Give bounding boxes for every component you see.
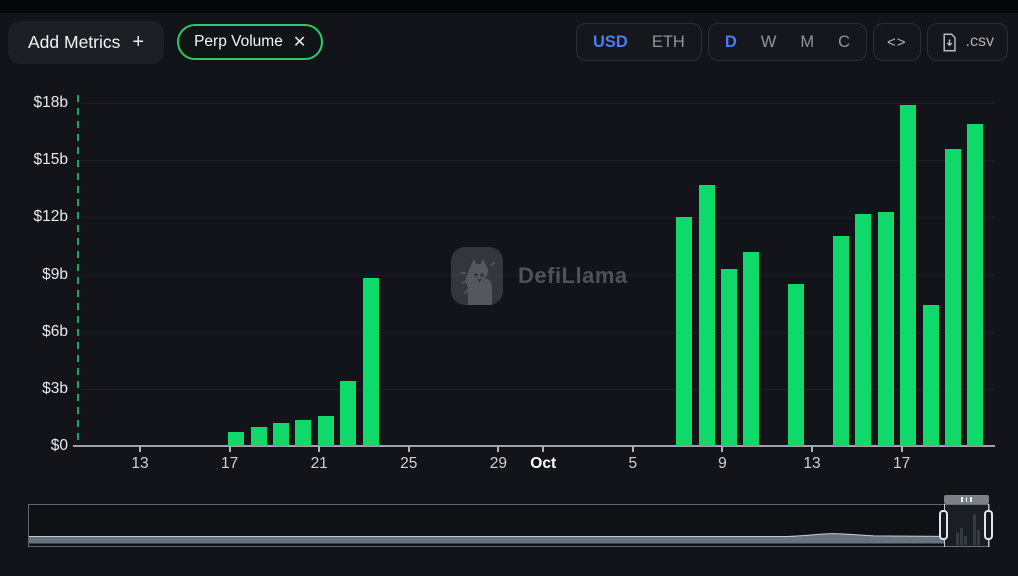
interval-day-button[interactable]: D bbox=[713, 24, 749, 60]
x-axis-label: 17 bbox=[892, 455, 911, 472]
x-axis-tick bbox=[407, 446, 410, 452]
bar-oct-14[interactable] bbox=[832, 236, 849, 446]
slider-data-shadow bbox=[29, 533, 945, 544]
x-axis-tick bbox=[228, 446, 231, 452]
x-axis-label: 9 bbox=[718, 455, 727, 472]
file-download-icon bbox=[941, 33, 958, 52]
interval-toggle: D W M C bbox=[707, 23, 868, 61]
bar-oct-9[interactable] bbox=[720, 268, 737, 446]
gridline bbox=[78, 274, 995, 276]
slider-right-handle[interactable] bbox=[984, 510, 993, 540]
add-metrics-button[interactable]: Add Metrics + bbox=[8, 20, 165, 64]
bar-oct-18[interactable] bbox=[922, 304, 939, 446]
slider-shadow-spike bbox=[960, 528, 963, 545]
y-axis-label: $15b bbox=[33, 151, 68, 169]
defillama-logo-icon bbox=[451, 247, 503, 305]
slider-grip-handle[interactable] bbox=[944, 495, 989, 504]
bar-sep-21[interactable] bbox=[317, 415, 334, 446]
gridline bbox=[78, 103, 995, 104]
gridline bbox=[78, 160, 995, 162]
interval-week-button[interactable]: W bbox=[749, 24, 789, 60]
toolbar: Add Metrics + Perp Volume ✕ USD ETH D W … bbox=[8, 20, 1008, 64]
slider-shadow-spike bbox=[956, 533, 959, 545]
bar-sep-23[interactable] bbox=[362, 278, 379, 446]
bar-oct-12[interactable] bbox=[788, 284, 805, 446]
download-csv-button[interactable]: .csv bbox=[926, 23, 1008, 61]
y-axis-label: $12b bbox=[33, 208, 68, 226]
watermark-text: DefiLlama bbox=[518, 263, 628, 288]
slider-shadow-spike bbox=[964, 536, 967, 545]
x-axis-label: 25 bbox=[400, 455, 418, 472]
interval-month-button[interactable]: M bbox=[788, 24, 826, 60]
x-axis-label: 21 bbox=[310, 455, 328, 472]
plus-icon: + bbox=[132, 30, 145, 53]
csv-label: .csv bbox=[965, 33, 994, 50]
x-axis-label: 17 bbox=[220, 455, 239, 472]
toolbar-right-group: USD ETH D W M C <> .csv bbox=[576, 23, 1008, 61]
gridline bbox=[78, 388, 995, 390]
gridline bbox=[78, 331, 995, 333]
grip-dot bbox=[970, 497, 972, 502]
bar-sep-18[interactable] bbox=[250, 426, 267, 446]
currency-toggle: USD ETH bbox=[576, 23, 702, 61]
bar-oct-16[interactable] bbox=[877, 211, 894, 446]
x-axis-tick bbox=[631, 446, 634, 452]
x-axis-label: Oct bbox=[530, 455, 557, 472]
x-axis-tick bbox=[721, 446, 724, 452]
x-axis-tick bbox=[900, 446, 903, 452]
x-axis-label: 29 bbox=[489, 455, 508, 472]
y-axis-line bbox=[76, 95, 79, 446]
bar-oct-7[interactable] bbox=[676, 217, 693, 446]
x-axis-tick bbox=[542, 446, 545, 452]
bar-oct-17[interactable] bbox=[900, 104, 917, 446]
bar-oct-19[interactable] bbox=[944, 148, 961, 446]
bar-sep-22[interactable] bbox=[340, 381, 357, 446]
x-axis-label: 13 bbox=[803, 455, 821, 472]
embed-button[interactable]: <> bbox=[873, 23, 921, 61]
x-axis-tick bbox=[811, 446, 813, 452]
slider-left-handle[interactable] bbox=[939, 510, 948, 540]
x-axis-line bbox=[73, 445, 995, 447]
bar-oct-10[interactable] bbox=[743, 251, 760, 446]
grip-dot bbox=[965, 497, 968, 502]
bar-oct-15[interactable] bbox=[855, 213, 872, 446]
interval-cumulative-button[interactable]: C bbox=[826, 24, 862, 60]
bar-sep-20[interactable] bbox=[295, 420, 312, 446]
x-axis-tick bbox=[139, 446, 141, 452]
bar-oct-8[interactable] bbox=[698, 184, 715, 446]
y-axis-label: $0 bbox=[50, 437, 68, 454]
bar-sep-17[interactable] bbox=[228, 431, 245, 446]
metric-pill-perp-volume[interactable]: Perp Volume ✕ bbox=[177, 24, 324, 60]
gridline bbox=[78, 217, 995, 219]
date-range-slider[interactable] bbox=[28, 495, 993, 547]
bar-sep-19[interactable] bbox=[272, 423, 289, 446]
add-metrics-label: Add Metrics bbox=[28, 31, 121, 52]
y-axis-label: $9b bbox=[42, 265, 68, 283]
bar-oct-20[interactable] bbox=[967, 123, 984, 446]
x-axis-label: 13 bbox=[131, 455, 149, 472]
currency-usd-button[interactable]: USD bbox=[581, 24, 640, 60]
y-axis-label: $18b bbox=[33, 94, 68, 111]
currency-eth-button[interactable]: ETH bbox=[640, 24, 697, 60]
y-axis-label: $3b bbox=[42, 379, 68, 397]
y-axis-label: $6b bbox=[42, 322, 68, 340]
code-icon: <> bbox=[887, 33, 907, 51]
slider-shadow-spike bbox=[977, 530, 980, 545]
grip-dot bbox=[961, 497, 963, 502]
x-axis-label: 5 bbox=[628, 455, 638, 472]
x-axis-tick bbox=[497, 446, 500, 452]
x-axis-tick bbox=[318, 446, 321, 452]
slider-shadow-spike bbox=[973, 514, 976, 545]
close-icon[interactable]: ✕ bbox=[292, 34, 307, 51]
defillama-watermark: DefiLlama bbox=[451, 247, 628, 305]
metric-pill-label: Perp Volume bbox=[194, 33, 283, 50]
top-strip bbox=[0, 0, 1018, 13]
